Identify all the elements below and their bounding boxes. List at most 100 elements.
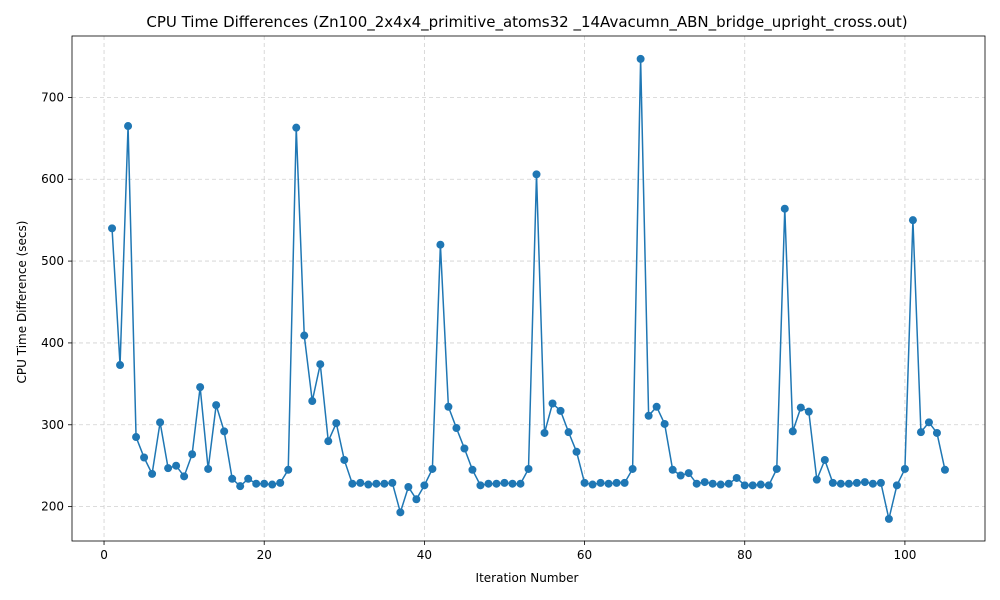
data-point — [308, 397, 317, 406]
data-point — [260, 479, 269, 488]
data-point — [804, 407, 813, 416]
data-point — [756, 480, 765, 489]
data-point — [476, 481, 485, 490]
data-point — [500, 478, 509, 487]
data-point — [364, 480, 373, 489]
data-point — [356, 478, 365, 487]
plot-frame — [71, 35, 986, 542]
data-point — [716, 480, 725, 489]
data-point — [164, 464, 173, 473]
data-point — [396, 508, 405, 517]
data-layer — [108, 54, 949, 523]
data-point — [372, 479, 381, 488]
data-point — [588, 480, 597, 489]
data-point — [124, 122, 133, 131]
data-point — [916, 428, 925, 437]
data-point — [724, 479, 733, 488]
data-point — [780, 204, 789, 213]
x-tick-label: 100 — [893, 548, 916, 562]
data-point — [620, 478, 629, 487]
data-point — [612, 478, 621, 487]
grid-layer — [72, 36, 985, 541]
data-point — [324, 437, 333, 446]
data-point — [676, 471, 685, 480]
data-point — [524, 464, 533, 473]
data-point — [532, 170, 541, 179]
data-point — [332, 419, 341, 428]
data-point — [684, 469, 693, 478]
data-point — [348, 479, 357, 488]
data-point — [764, 481, 773, 490]
data-point — [540, 428, 549, 437]
x-tick-label: 80 — [737, 548, 752, 562]
data-point — [292, 123, 301, 132]
data-point — [204, 464, 213, 473]
data-point — [876, 478, 885, 487]
data-point — [940, 465, 949, 474]
data-point — [452, 424, 461, 433]
data-point — [852, 478, 861, 487]
data-point — [604, 479, 613, 488]
data-point — [572, 447, 581, 456]
data-point — [644, 411, 653, 420]
data-point — [812, 475, 821, 484]
data-point — [668, 465, 677, 474]
data-point — [692, 479, 701, 488]
series-line — [111, 58, 946, 520]
y-tick-label: 500 — [41, 254, 64, 268]
data-point — [732, 473, 741, 482]
data-point — [748, 481, 757, 490]
data-point — [340, 455, 349, 464]
y-tick-label: 200 — [41, 500, 64, 514]
data-point — [252, 479, 261, 488]
axis-layer: 0 20 40 60 80 100 200 300 400 500 600 700 — [41, 35, 986, 562]
data-point — [628, 464, 637, 473]
data-point — [268, 480, 277, 489]
data-point — [924, 418, 933, 427]
chart-title: CPU Time Differences (Zn100_2x4x4_primit… — [146, 13, 907, 32]
data-point — [116, 361, 125, 370]
x-tick-label: 20 — [257, 548, 272, 562]
data-point — [828, 478, 837, 487]
x-axis-label: Iteration Number — [476, 571, 579, 585]
data-point — [740, 481, 749, 490]
y-tick-label: 700 — [41, 90, 64, 104]
data-point — [884, 514, 893, 523]
data-point — [108, 224, 117, 233]
data-point — [836, 479, 845, 488]
data-point — [564, 428, 573, 437]
data-point — [556, 406, 565, 415]
data-point — [636, 54, 645, 63]
data-point — [172, 461, 181, 470]
data-point — [188, 450, 197, 459]
data-point — [484, 479, 493, 488]
data-point — [436, 240, 445, 249]
data-point — [460, 444, 469, 453]
data-point — [796, 403, 805, 412]
x-tick-label: 40 — [417, 548, 432, 562]
data-point — [660, 419, 669, 428]
data-point — [284, 465, 293, 474]
data-point — [388, 478, 397, 487]
data-point — [276, 478, 285, 487]
data-point — [860, 478, 869, 487]
data-point — [700, 478, 709, 487]
data-point — [244, 474, 253, 483]
x-tick-label: 60 — [577, 548, 592, 562]
data-point — [844, 479, 853, 488]
data-point — [180, 472, 189, 481]
data-point — [580, 478, 589, 487]
y-tick-label: 600 — [41, 172, 64, 186]
data-point — [900, 464, 909, 473]
data-point — [148, 469, 157, 478]
data-point — [444, 402, 453, 411]
data-point — [316, 360, 325, 369]
data-point — [932, 428, 941, 437]
data-point — [380, 479, 389, 488]
data-point — [428, 464, 437, 473]
data-point — [596, 478, 605, 487]
data-point — [300, 331, 309, 340]
data-point — [508, 479, 517, 488]
y-tick-label: 400 — [41, 336, 64, 350]
